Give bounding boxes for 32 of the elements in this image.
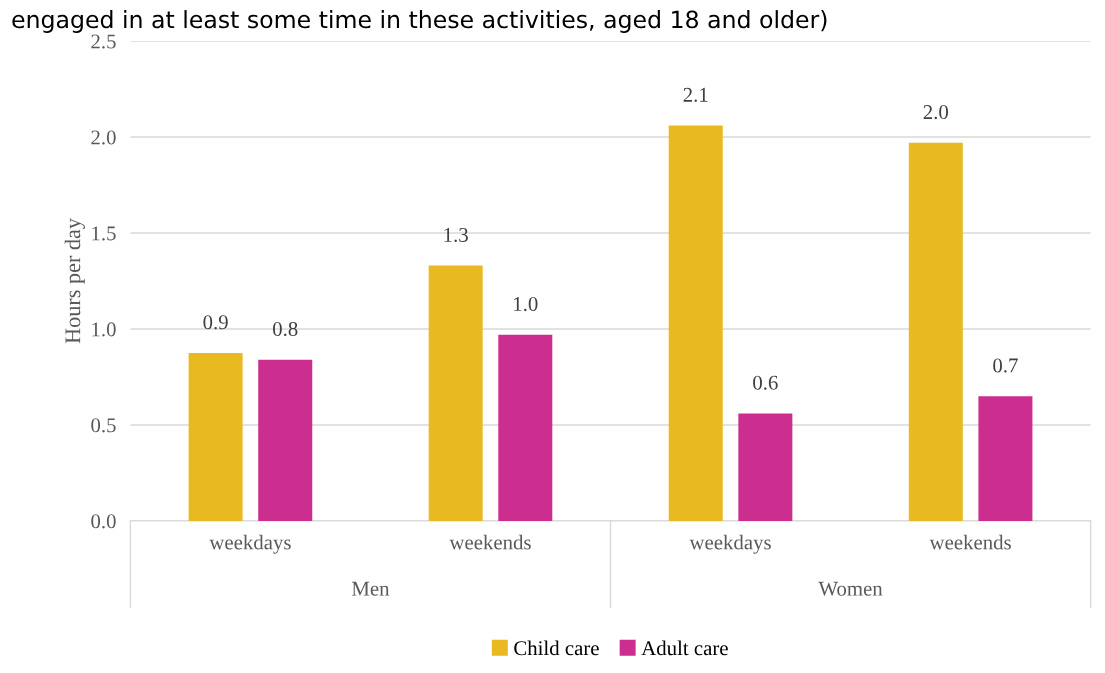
y-tick-label: 2.5 <box>91 34 116 49</box>
bar <box>428 265 483 521</box>
y-tick-label: 1.0 <box>92 322 116 337</box>
legend-label: Child care <box>514 640 599 656</box>
bar <box>978 396 1033 521</box>
x-tick-label: weekdays <box>209 534 291 554</box>
data-label: 1.3 <box>444 227 468 243</box>
bar <box>908 142 963 521</box>
x-tick-label: weekdays <box>689 534 771 554</box>
chart-subtitle: engaged in at least some time in these activities, aged 18 and older) <box>12 10 827 33</box>
data-label: 2.1 <box>683 87 708 102</box>
bar <box>498 334 553 521</box>
legend-label: Adult care <box>641 640 728 656</box>
bar <box>188 352 243 521</box>
bar <box>258 359 313 521</box>
text: Men <box>351 581 390 596</box>
y-tick-label: 0.5 <box>91 418 116 433</box>
data-label: 1.0 <box>514 296 538 312</box>
data-label: 0.8 <box>273 321 298 337</box>
data-label: 2.0 <box>923 105 949 120</box>
x-tick-label: weekends <box>929 534 1011 550</box>
y-axis-title: Hours per day <box>64 218 85 344</box>
bar <box>668 125 723 521</box>
y-tick-label: 2.0 <box>91 130 116 145</box>
y-tick-label: 0.0 <box>91 514 116 529</box>
data-label: 0.7 <box>993 358 1018 373</box>
data-label: 0.9 <box>203 315 228 330</box>
text: Women <box>818 581 883 596</box>
bar <box>738 413 793 521</box>
y-tick-label: 1.5 <box>92 226 116 241</box>
x-tick-label: weekends <box>449 534 531 550</box>
data-label: 0.6 <box>753 375 778 390</box>
